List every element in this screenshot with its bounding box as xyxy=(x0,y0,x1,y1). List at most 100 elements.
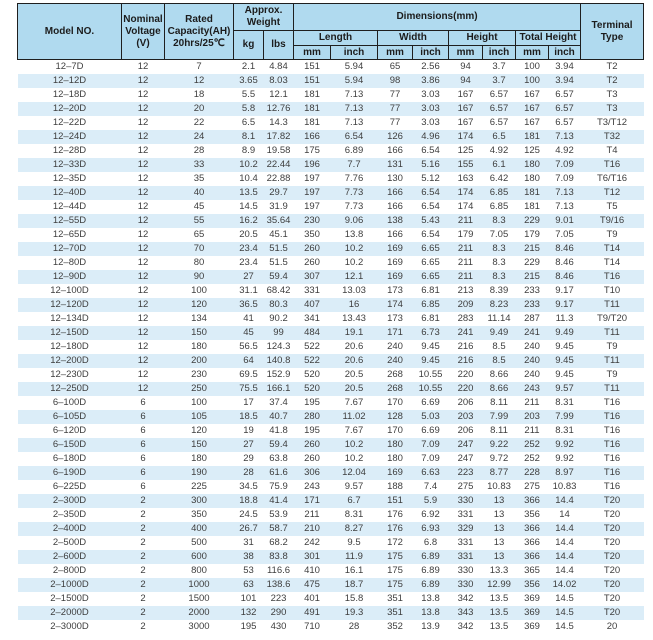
cell-total-height-inch: 9.45 xyxy=(555,341,574,353)
cell-height-inch: 13 xyxy=(493,537,505,549)
cell-height-inch: 13 xyxy=(493,495,505,507)
table-row: 12–70D 12 70 23.4 51.5 260 10.2 169 6.65 211 8.3 21… xyxy=(17,242,644,257)
cell-voltage: 2 xyxy=(140,593,146,605)
cell-terminal-type: T9 xyxy=(606,369,618,381)
cell-height-inch: 8.23 xyxy=(489,299,509,311)
cell-weight-lbs: 51.5 xyxy=(269,257,288,269)
cell-weight-kg: 31 xyxy=(243,537,254,549)
cell-height-inch: 9.72 xyxy=(489,453,509,465)
cell-total-height-mm: 240 xyxy=(524,341,540,353)
cell-width-mm: 131 xyxy=(387,159,403,171)
cell-capacity: 70 xyxy=(193,243,205,255)
cell-voltage: 12 xyxy=(137,285,149,297)
cell-weight-lbs: 58.7 xyxy=(269,523,288,535)
cell-total-height-inch: 8.97 xyxy=(555,467,574,479)
cell-total-height-mm: 167 xyxy=(524,117,540,129)
cell-height-mm: 247 xyxy=(457,439,474,451)
cell-width-inch: 6.89 xyxy=(421,551,440,563)
cell-voltage: 12 xyxy=(137,369,149,381)
cell-terminal-type: T16 xyxy=(603,467,621,479)
cell-length-inch: 5.94 xyxy=(344,75,364,87)
table-row: 12–100D 12 100 31.1 68.42 331 13.03 173 6.81 213 8… xyxy=(18,284,644,298)
cell-length-mm: 520 xyxy=(304,383,320,395)
cell-height-inch: 9.22 xyxy=(489,439,509,451)
cell-height-inch: 7.05 xyxy=(489,229,509,241)
cell-length-mm: 341 xyxy=(304,313,320,325)
cell-width-mm: 352 xyxy=(387,621,403,633)
cell-length-inch: 6.54 xyxy=(344,131,364,143)
table-row: 2–1500D 2 1500 101 223 401 15.8 351 13.8 342 13.5 3… xyxy=(18,592,644,606)
cell-height-inch: 6.5 xyxy=(492,131,506,143)
cell-length-inch: 13.03 xyxy=(342,285,366,297)
cell-weight-lbs: 223 xyxy=(270,593,287,605)
col-header-dimensions: Dimensions(mm) xyxy=(293,3,581,31)
table-row: 6–190D 6 190 28 61.6 306 12.04 169 6.63 223 8.77 22… xyxy=(17,466,644,481)
cell-height-mm: 167 xyxy=(457,103,474,115)
cell-weight-kg: 29 xyxy=(243,453,254,465)
cell-height-mm: 342 xyxy=(457,621,474,633)
cell-width-mm: 180 xyxy=(387,453,403,465)
cell-model: 2–1000D xyxy=(50,579,89,591)
cell-capacity: 400 xyxy=(191,523,207,535)
cell-width-inch: 13.8 xyxy=(421,607,440,619)
cell-height-mm: 330 xyxy=(457,565,474,577)
cell-total-height-inch: 9.45 xyxy=(555,369,574,381)
cell-weight-kg: 3.65 xyxy=(239,75,258,87)
cell-total-height-mm: 369 xyxy=(524,607,540,619)
cell-model: 6–150D xyxy=(52,439,87,451)
cell-total-height-inch: 11.3 xyxy=(555,313,574,325)
cell-total-height-mm: 241 xyxy=(524,327,540,339)
cell-weight-lbs: 83.8 xyxy=(269,551,288,563)
cell-total-height-mm: 366 xyxy=(524,537,540,549)
cell-model: 12–100D xyxy=(50,285,89,297)
cell-height-mm: 179 xyxy=(457,229,474,241)
cell-total-height-mm: 366 xyxy=(524,551,540,563)
cell-width-mm: 176 xyxy=(387,509,403,521)
cell-total-height-inch: 6.57 xyxy=(555,103,574,115)
cell-total-height-mm: 167 xyxy=(524,89,540,101)
cell-height-inch: 7.99 xyxy=(489,411,509,423)
cell-weight-lbs: 75.9 xyxy=(269,481,288,493)
table-row: 12–24D 12 24 8.1 17.82 166 6.54 126 4.96 174 6.5 18… xyxy=(17,130,644,145)
cell-width-mm: 138 xyxy=(387,215,403,227)
cell-length-mm: 280 xyxy=(304,411,320,423)
cell-total-height-inch: 14.4 xyxy=(555,551,574,563)
cell-length-mm: 520 xyxy=(304,369,320,381)
cell-total-height-mm: 180 xyxy=(524,159,540,171)
cell-width-inch: 6.69 xyxy=(421,425,440,437)
col-header-model: Model NO. xyxy=(17,2,122,61)
cell-width-mm: 351 xyxy=(387,607,403,619)
cell-total-height-mm: 100 xyxy=(524,75,540,87)
cell-voltage: 12 xyxy=(137,159,149,171)
col-header-kg: kg xyxy=(233,29,264,61)
cell-length-mm: 307 xyxy=(304,271,320,283)
table-row: 12–230D 12 230 69.5 152.9 520 20.5 268 10.55 220 8… xyxy=(18,368,644,382)
cell-weight-kg: 53 xyxy=(243,565,254,577)
cell-total-height-mm: 365 xyxy=(524,565,540,577)
col-header-lbs: lbs xyxy=(263,29,294,61)
cell-height-inch: 3.7 xyxy=(492,61,506,73)
cell-total-height-mm: 243 xyxy=(524,383,540,395)
cell-total-height-inch: 14.4 xyxy=(555,495,574,507)
cell-weight-kg: 27 xyxy=(243,439,254,451)
cell-length-mm: 306 xyxy=(304,467,320,479)
cell-length-mm: 491 xyxy=(304,607,320,619)
cell-height-mm: 275 xyxy=(457,481,474,493)
cell-weight-lbs: 53.9 xyxy=(269,509,288,521)
cell-weight-kg: 19 xyxy=(243,425,254,437)
cell-width-inch: 6.89 xyxy=(421,565,440,577)
table-row: 2–1000D 2 1000 63 138.6 475 18.7 175 6.89 330 12.9… xyxy=(17,578,644,593)
cell-weight-kg: 69.5 xyxy=(239,369,258,381)
cell-weight-lbs: 31.9 xyxy=(269,201,288,213)
cell-weight-kg: 23.4 xyxy=(239,257,258,269)
cell-voltage: 2 xyxy=(140,523,146,535)
cell-capacity: 150 xyxy=(191,439,207,451)
cell-weight-lbs: 22.88 xyxy=(266,173,291,185)
cell-total-height-mm: 287 xyxy=(524,313,540,325)
table-row: 2–800D 2 800 53 116.6 410 16.1 175 6.89 330 13.3 36… xyxy=(18,564,644,578)
cell-terminal-type: T11 xyxy=(604,355,620,367)
cell-height-mm: 209 xyxy=(457,299,474,311)
cell-width-mm: 175 xyxy=(387,579,403,591)
cell-length-inch: 12.04 xyxy=(342,467,366,479)
